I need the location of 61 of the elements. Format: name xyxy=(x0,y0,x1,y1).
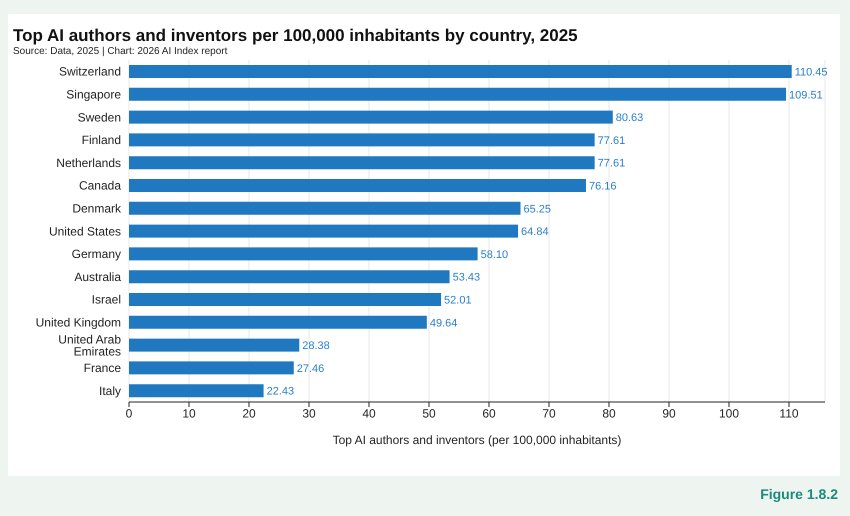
caption: Figure 1.8.2 xyxy=(760,486,838,502)
y-tick-label: Singapore xyxy=(66,87,122,102)
y-tick-label: Switzerland xyxy=(58,64,121,79)
x-tick-label: 60 xyxy=(482,406,496,421)
y-tick-label: United States xyxy=(48,224,121,238)
bar xyxy=(129,224,518,238)
bar xyxy=(129,338,300,352)
x-tick-label: 80 xyxy=(602,406,616,421)
x-tick-label: 20 xyxy=(242,406,256,421)
data-label: 22.43 xyxy=(266,386,294,398)
y-tick-label: United Arab Emirates xyxy=(58,332,122,358)
bar xyxy=(129,247,478,260)
data-label: 28.38 xyxy=(302,340,330,352)
data-label: 27.46 xyxy=(296,362,324,375)
y-tick-label: Denmark xyxy=(72,201,122,216)
data-label: 58.10 xyxy=(480,248,508,261)
y-tick-label: Netherlands xyxy=(56,156,121,170)
data-label: 52.01 xyxy=(444,294,472,306)
chart-title: Top AI authors and inventors per 100,000 inhabitants by country, 2025 xyxy=(13,26,578,46)
data-label: 77.61 xyxy=(598,158,626,170)
bar xyxy=(129,133,595,146)
bar xyxy=(129,270,450,284)
x-tick-label: 50 xyxy=(422,406,436,421)
x-tick-label: 40 xyxy=(362,406,376,421)
data-label: 49.64 xyxy=(430,317,458,330)
bar xyxy=(129,156,595,170)
data-label: 110.45 xyxy=(794,66,828,78)
bar xyxy=(129,110,613,124)
x-tick-label: 70 xyxy=(542,406,556,421)
y-tick-label: France xyxy=(84,361,122,376)
chart-subtitle: Source: Data, 2025 | Chart: 2026 AI Index report xyxy=(13,46,228,57)
data-label: 80.63 xyxy=(616,112,644,124)
y-tick-label: Israel xyxy=(92,292,121,307)
bar xyxy=(129,65,792,78)
x-tick-label: 30 xyxy=(302,406,316,421)
y-tick-label: Germany xyxy=(72,247,121,262)
y-tick-label: United Kingdom xyxy=(36,315,121,330)
bar xyxy=(129,361,294,374)
data-label: 109.51 xyxy=(789,89,823,102)
data-label: 76.16 xyxy=(588,180,616,192)
x-tick-label: 100 xyxy=(718,406,740,421)
bar xyxy=(129,202,520,215)
y-tick-label: Finland xyxy=(82,133,121,148)
bar xyxy=(129,293,442,306)
x-axis-title: Top AI authors and inventors (per 100,000 inhabitants) xyxy=(332,433,622,447)
x-tick-label: 0 xyxy=(126,406,133,421)
y-tick-label: Sweden xyxy=(78,110,121,124)
data-label: 53.43 xyxy=(452,272,480,284)
y-tick-label: Australia xyxy=(74,270,122,284)
data-label: 65.25 xyxy=(524,203,552,216)
x-tick-label: 10 xyxy=(182,406,196,421)
y-tick-label: Canada xyxy=(78,178,122,193)
bar xyxy=(129,384,264,398)
bar xyxy=(129,88,786,101)
x-tick-label: 110 xyxy=(779,406,799,421)
data-label: 64.84 xyxy=(521,226,549,238)
bar xyxy=(129,179,586,192)
bar xyxy=(129,316,427,329)
y-tick-label: Italy xyxy=(98,384,121,398)
x-tick-label: 90 xyxy=(662,406,676,421)
data-label: 77.61 xyxy=(598,134,626,147)
